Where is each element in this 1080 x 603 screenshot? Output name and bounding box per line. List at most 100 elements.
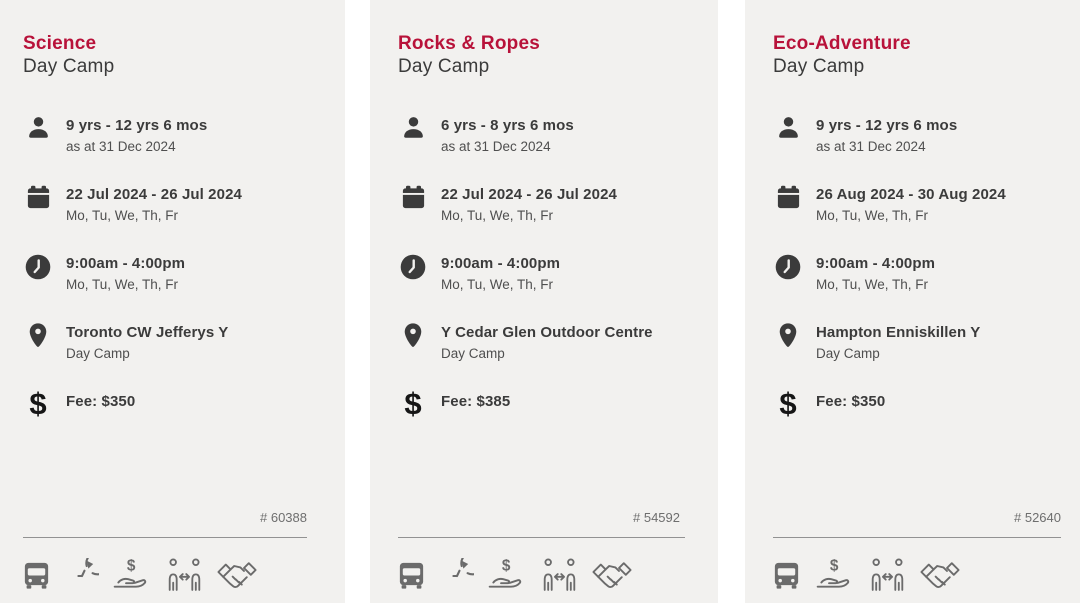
people-exchange-icon	[166, 557, 203, 594]
clock-icon	[773, 253, 803, 281]
detail-text: Fee: $350	[66, 391, 135, 412]
detail-row: $ Fee: $385	[398, 386, 680, 431]
calendar-icon	[398, 184, 428, 211]
hand-dollar-icon: $	[112, 556, 153, 594]
program-title: Rocks & Ropes	[398, 33, 540, 54]
detail-secondary: Mo, Tu, We, Th, Fr	[441, 277, 554, 292]
detail-text: 9 yrs - 12 yrs 6 mos as at 31 Dec 2024	[66, 115, 207, 156]
dollar-sign-icon: $	[404, 386, 422, 421]
detail-row: 9:00am - 4:00pm Mo, Tu, We, Th, Fr	[773, 253, 1052, 294]
detail-row: 22 Jul 2024 - 26 Jul 2024 Mo, Tu, We, Th…	[398, 184, 680, 225]
detail-row: 9 yrs - 12 yrs 6 mos as at 31 Dec 2024	[23, 115, 307, 156]
svg-text:$: $	[502, 557, 511, 574]
handshake-icon	[216, 556, 258, 594]
feature-icons: $	[396, 556, 633, 594]
program-card-header: Rocks & Ropes Day Camp	[398, 32, 680, 78]
program-details: 9 yrs - 12 yrs 6 mos as at 31 Dec 2024 2…	[773, 115, 1052, 431]
detail-secondary: Mo, Tu, We, Th, Fr	[441, 208, 554, 223]
detail-secondary: Day Camp	[441, 346, 505, 361]
bus-icon	[771, 558, 802, 592]
detail-secondary: Mo, Tu, We, Th, Fr	[816, 277, 929, 292]
detail-text: 9 yrs - 12 yrs 6 mos as at 31 Dec 2024	[816, 115, 957, 156]
clock-icon	[398, 253, 428, 281]
person-icon	[23, 115, 53, 142]
detail-primary: Fee: $350	[66, 393, 136, 410]
detail-primary: Fee: $350	[816, 393, 886, 410]
handshake-icon	[919, 556, 961, 594]
program-card[interactable]: Science Day Camp 9 yrs - 12 yrs 6 mos as…	[0, 0, 345, 603]
detail-text: Fee: $350	[816, 391, 885, 412]
detail-primary: 22 Jul 2024 - 26 Jul 2024	[66, 186, 242, 203]
detail-primary: 9:00am - 4:00pm	[66, 255, 186, 272]
handshake-icon	[591, 556, 633, 594]
bus-icon	[21, 558, 52, 592]
detail-text: Hampton Enniskillen Y Day Camp	[816, 322, 980, 363]
program-subtitle: Day Camp	[773, 56, 865, 77]
detail-text: 9:00am - 4:00pm Mo, Tu, We, Th, Fr	[816, 253, 935, 294]
location-pin-icon	[23, 322, 53, 350]
detail-row: Hampton Enniskillen Y Day Camp	[773, 322, 1052, 363]
detail-text: 26 Aug 2024 - 30 Aug 2024 Mo, Tu, We, Th…	[816, 184, 1006, 225]
feature-icons: $	[21, 556, 258, 594]
detail-primary: Y Cedar Glen Outdoor Centre	[441, 324, 653, 341]
detail-row: 6 yrs - 8 yrs 6 mos as at 31 Dec 2024	[398, 115, 680, 156]
location-pin-icon	[398, 322, 428, 350]
detail-primary: Toronto CW Jefferys Y	[66, 324, 229, 341]
detail-row: Y Cedar Glen Outdoor Centre Day Camp	[398, 322, 680, 363]
detail-primary: 26 Aug 2024 - 30 Aug 2024	[816, 186, 1006, 203]
detail-secondary: as at 31 Dec 2024	[441, 139, 551, 154]
detail-row: 9:00am - 4:00pm Mo, Tu, We, Th, Fr	[23, 253, 307, 294]
detail-primary: 6 yrs - 8 yrs 6 mos	[441, 117, 574, 134]
detail-primary: 22 Jul 2024 - 26 Jul 2024	[441, 186, 617, 203]
people-exchange-icon	[869, 557, 906, 594]
program-number: # 54592	[633, 510, 680, 525]
detail-secondary: Mo, Tu, We, Th, Fr	[66, 277, 179, 292]
dollar-sign-icon: $	[29, 386, 47, 421]
person-icon	[398, 115, 428, 142]
person-icon	[773, 115, 803, 142]
calendar-icon	[773, 184, 803, 211]
detail-row: $ Fee: $350	[773, 388, 1052, 431]
people-exchange-icon	[541, 557, 578, 594]
svg-text:$: $	[830, 557, 839, 574]
detail-text: Toronto CW Jefferys Y Day Camp	[66, 322, 228, 363]
detail-text: 22 Jul 2024 - 26 Jul 2024 Mo, Tu, We, Th…	[66, 184, 242, 225]
divider	[773, 537, 1061, 538]
detail-secondary: Day Camp	[816, 346, 880, 361]
program-subtitle: Day Camp	[398, 56, 490, 77]
detail-text: Y Cedar Glen Outdoor Centre Day Camp	[441, 322, 653, 363]
program-title: Eco-Adventure	[773, 33, 911, 54]
clock-icon	[23, 253, 53, 281]
detail-primary: Hampton Enniskillen Y	[816, 324, 981, 341]
program-card[interactable]: Rocks & Ropes Day Camp 6 yrs - 8 yrs 6 m…	[370, 0, 718, 603]
detail-row: Toronto CW Jefferys Y Day Camp	[23, 322, 307, 363]
program-card-header: Science Day Camp	[23, 32, 307, 78]
detail-secondary: Mo, Tu, We, Th, Fr	[66, 208, 179, 223]
program-number: # 60388	[260, 510, 307, 525]
detail-text: 22 Jul 2024 - 26 Jul 2024 Mo, Tu, We, Th…	[441, 184, 617, 225]
detail-row: 9 yrs - 12 yrs 6 mos as at 31 Dec 2024	[773, 115, 1052, 156]
detail-secondary: as at 31 Dec 2024	[816, 139, 926, 154]
clock-refresh-icon	[440, 558, 474, 592]
detail-row: 9:00am - 4:00pm Mo, Tu, We, Th, Fr	[398, 253, 680, 294]
detail-primary: 9:00am - 4:00pm	[441, 255, 561, 272]
detail-text: 9:00am - 4:00pm Mo, Tu, We, Th, Fr	[441, 253, 560, 294]
program-details: 6 yrs - 8 yrs 6 mos as at 31 Dec 2024 22…	[398, 115, 680, 431]
hand-dollar-icon: $	[815, 556, 856, 594]
detail-row: 22 Jul 2024 - 26 Jul 2024 Mo, Tu, We, Th…	[23, 184, 307, 225]
program-card-header: Eco-Adventure Day Camp	[773, 32, 1052, 78]
detail-row: 26 Aug 2024 - 30 Aug 2024 Mo, Tu, We, Th…	[773, 184, 1052, 225]
divider	[23, 537, 307, 538]
divider	[398, 537, 685, 538]
detail-secondary: as at 31 Dec 2024	[66, 139, 176, 154]
program-number: # 52640	[1014, 510, 1061, 525]
program-details: 9 yrs - 12 yrs 6 mos as at 31 Dec 2024 2…	[23, 115, 307, 431]
svg-text:$: $	[127, 557, 136, 574]
program-title: Science	[23, 33, 97, 54]
detail-primary: Fee: $385	[441, 393, 511, 410]
location-pin-icon	[773, 322, 803, 350]
detail-primary: 9 yrs - 12 yrs 6 mos	[66, 117, 208, 134]
calendar-icon	[23, 184, 53, 211]
program-card[interactable]: Eco-Adventure Day Camp 9 yrs - 12 yrs 6 …	[745, 0, 1080, 603]
